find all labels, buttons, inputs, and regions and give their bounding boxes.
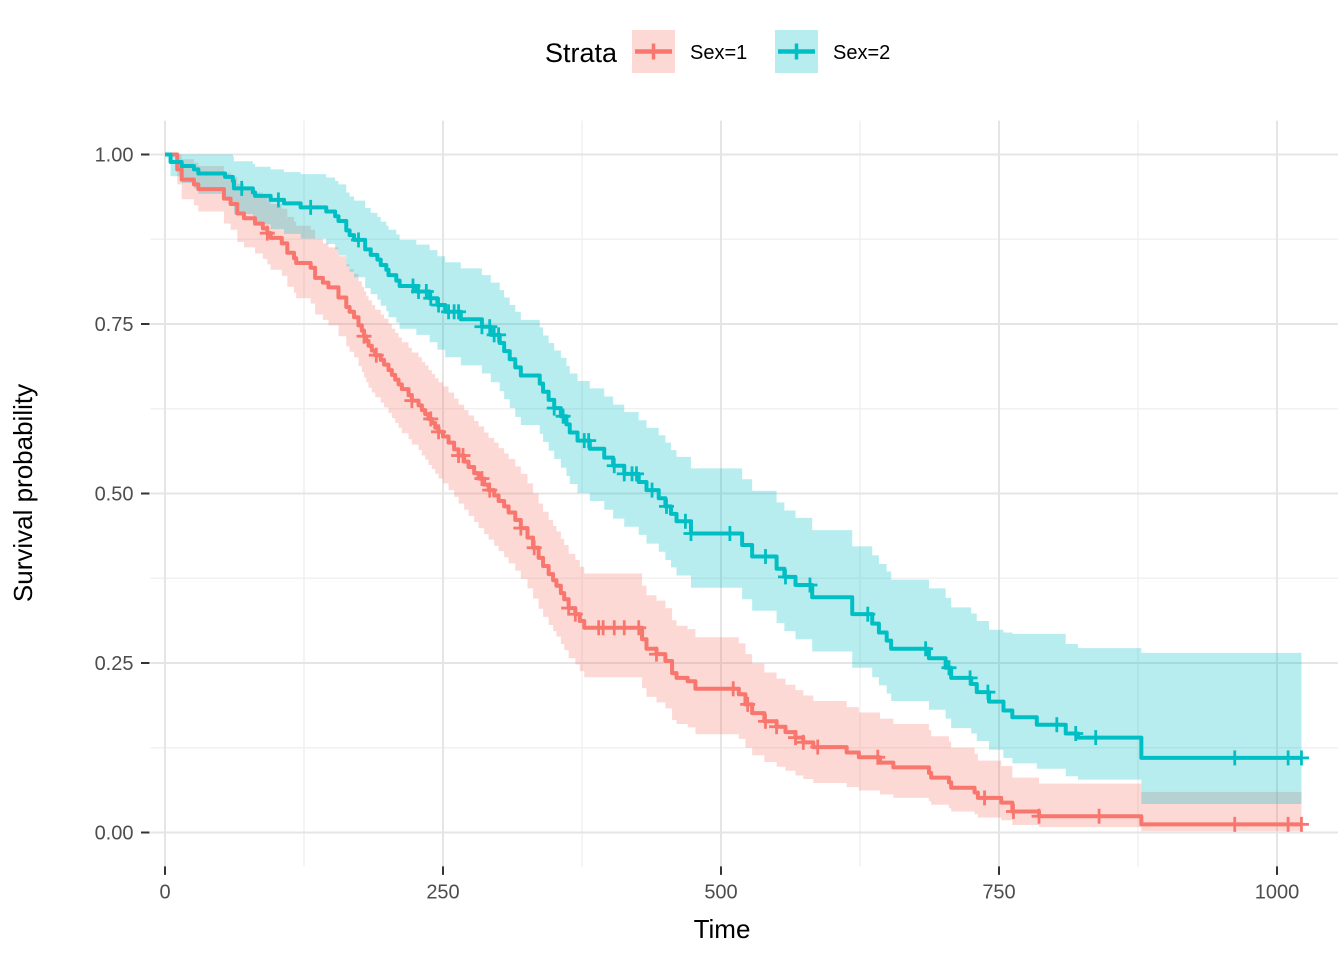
x-tick-label: 250	[426, 881, 459, 903]
censor-mark-sex2	[860, 606, 876, 622]
censor-mark-sex2	[802, 577, 818, 593]
censor-mark-sex2	[757, 549, 773, 565]
censor-mark-sex2	[777, 569, 793, 585]
axis-tick-labels: 0 250 500 750 1000 0.00 0.25 0.50 0.75 1.00	[95, 145, 1300, 904]
grid-major-lines	[150, 120, 1338, 867]
x-tick-label: 0	[159, 881, 170, 903]
censor-mark-sex2	[234, 180, 250, 196]
censor-mark-sex1	[977, 790, 993, 806]
y-axis-title: Survival probability	[8, 384, 38, 602]
censor-mark-sex2	[431, 297, 447, 313]
censor-mark-sex1	[474, 471, 490, 487]
censor-mark-sex1	[567, 606, 583, 622]
censor-mark-sex1	[404, 393, 420, 409]
x-tick-label: 500	[704, 881, 737, 903]
censor-mark-sex1	[649, 646, 665, 662]
y-tick-label: 0.25	[95, 653, 134, 675]
y-tick-label: 1.00	[95, 145, 134, 167]
censor-mark-sex1	[810, 739, 826, 755]
censor-mark-sex2	[644, 482, 660, 498]
x-tick-label: 1000	[1255, 881, 1300, 903]
censor-mark-sex2	[1049, 717, 1065, 733]
y-tick-label: 0.50	[95, 484, 134, 506]
censor-mark-sex1	[1091, 808, 1107, 824]
censor-mark-sex2	[546, 400, 562, 416]
censor-mark-sex2	[962, 670, 978, 686]
censor-mark-sex2	[941, 660, 957, 676]
legend-key-sex1[interactable]: Sex=1	[632, 30, 747, 73]
censor-mark-sex2	[1293, 750, 1309, 766]
censor-mark-sex2	[491, 327, 507, 343]
censor-mark-sex1	[513, 520, 529, 536]
censor-mark-sex2	[1280, 750, 1296, 766]
y-tick-label: 0.00	[95, 823, 134, 845]
censor-mark-sex1	[616, 620, 632, 636]
censor-mark-sex2	[350, 232, 366, 248]
censor-mark-sex2	[722, 526, 738, 542]
censor-mark-sex1	[526, 540, 542, 556]
censor-mark-sex1	[423, 411, 439, 427]
censor-mark-sex2	[980, 684, 996, 700]
censor-mark-sex2	[1088, 730, 1104, 746]
censor-mark-sex1	[259, 225, 275, 241]
censor-mark-sex1	[769, 719, 785, 735]
censor-mark-sex2	[683, 526, 699, 542]
km-curve-sex2	[165, 152, 1302, 760]
censor-mark-sex2	[606, 458, 622, 474]
censor-mark-sex1	[356, 328, 372, 344]
km-curve-sex1	[165, 152, 1302, 827]
censor-mark-sex1	[431, 424, 447, 440]
censor-mark-sex1	[1293, 816, 1309, 832]
censor-mark-sex1	[631, 620, 647, 636]
censor-mark-sex2	[628, 466, 644, 482]
censor-mark-sex2	[677, 513, 693, 529]
censor-mark-sex1	[788, 730, 804, 746]
censor-mark-sex1	[870, 749, 886, 765]
censor-mark-sex2	[659, 498, 675, 514]
survival-curves	[165, 152, 1302, 827]
censor-mark-sex2	[581, 433, 597, 449]
grid-minor-lines	[150, 120, 1338, 867]
censor-mark-sex2	[482, 319, 498, 335]
legend-title: Strata	[545, 38, 618, 68]
censor-mark-sex1	[482, 482, 498, 498]
censor-mark-sex1	[1031, 808, 1047, 824]
axis-ticks	[141, 153, 1278, 875]
censor-mark-sex2	[1227, 750, 1243, 766]
censor-mark-sex2	[1068, 726, 1084, 742]
censor-mark-sex1	[1005, 803, 1021, 819]
legend-label-sex2: Sex=2	[833, 42, 890, 64]
censor-mark-sex2	[555, 408, 571, 424]
legend-label-sex1: Sex=1	[690, 42, 747, 64]
y-tick-label: 0.75	[95, 314, 134, 336]
censor-mark-sex2	[918, 641, 934, 657]
x-axis-title: Time	[694, 914, 751, 944]
censor-mark-sex1	[740, 696, 756, 712]
censor-mark-sex1	[368, 347, 384, 363]
censor-mark-sex2	[423, 290, 439, 306]
legend-key-sex2[interactable]: Sex=2	[775, 30, 890, 73]
censor-mark-sex1	[757, 713, 773, 729]
censor-marks	[234, 180, 1309, 832]
censor-mark-sex1	[795, 734, 811, 750]
legend: Strata Sex=1 Sex=2	[545, 30, 890, 73]
x-tick-label: 750	[982, 881, 1015, 903]
censor-mark-sex1	[725, 681, 741, 697]
censor-mark-sex2	[270, 192, 286, 208]
censor-mark-sex1	[455, 448, 471, 464]
censor-mark-sex2	[451, 304, 467, 320]
censor-mark-sex2	[303, 199, 319, 215]
censor-mark-sex1	[1227, 816, 1243, 832]
censor-mark-sex1	[1280, 816, 1296, 832]
